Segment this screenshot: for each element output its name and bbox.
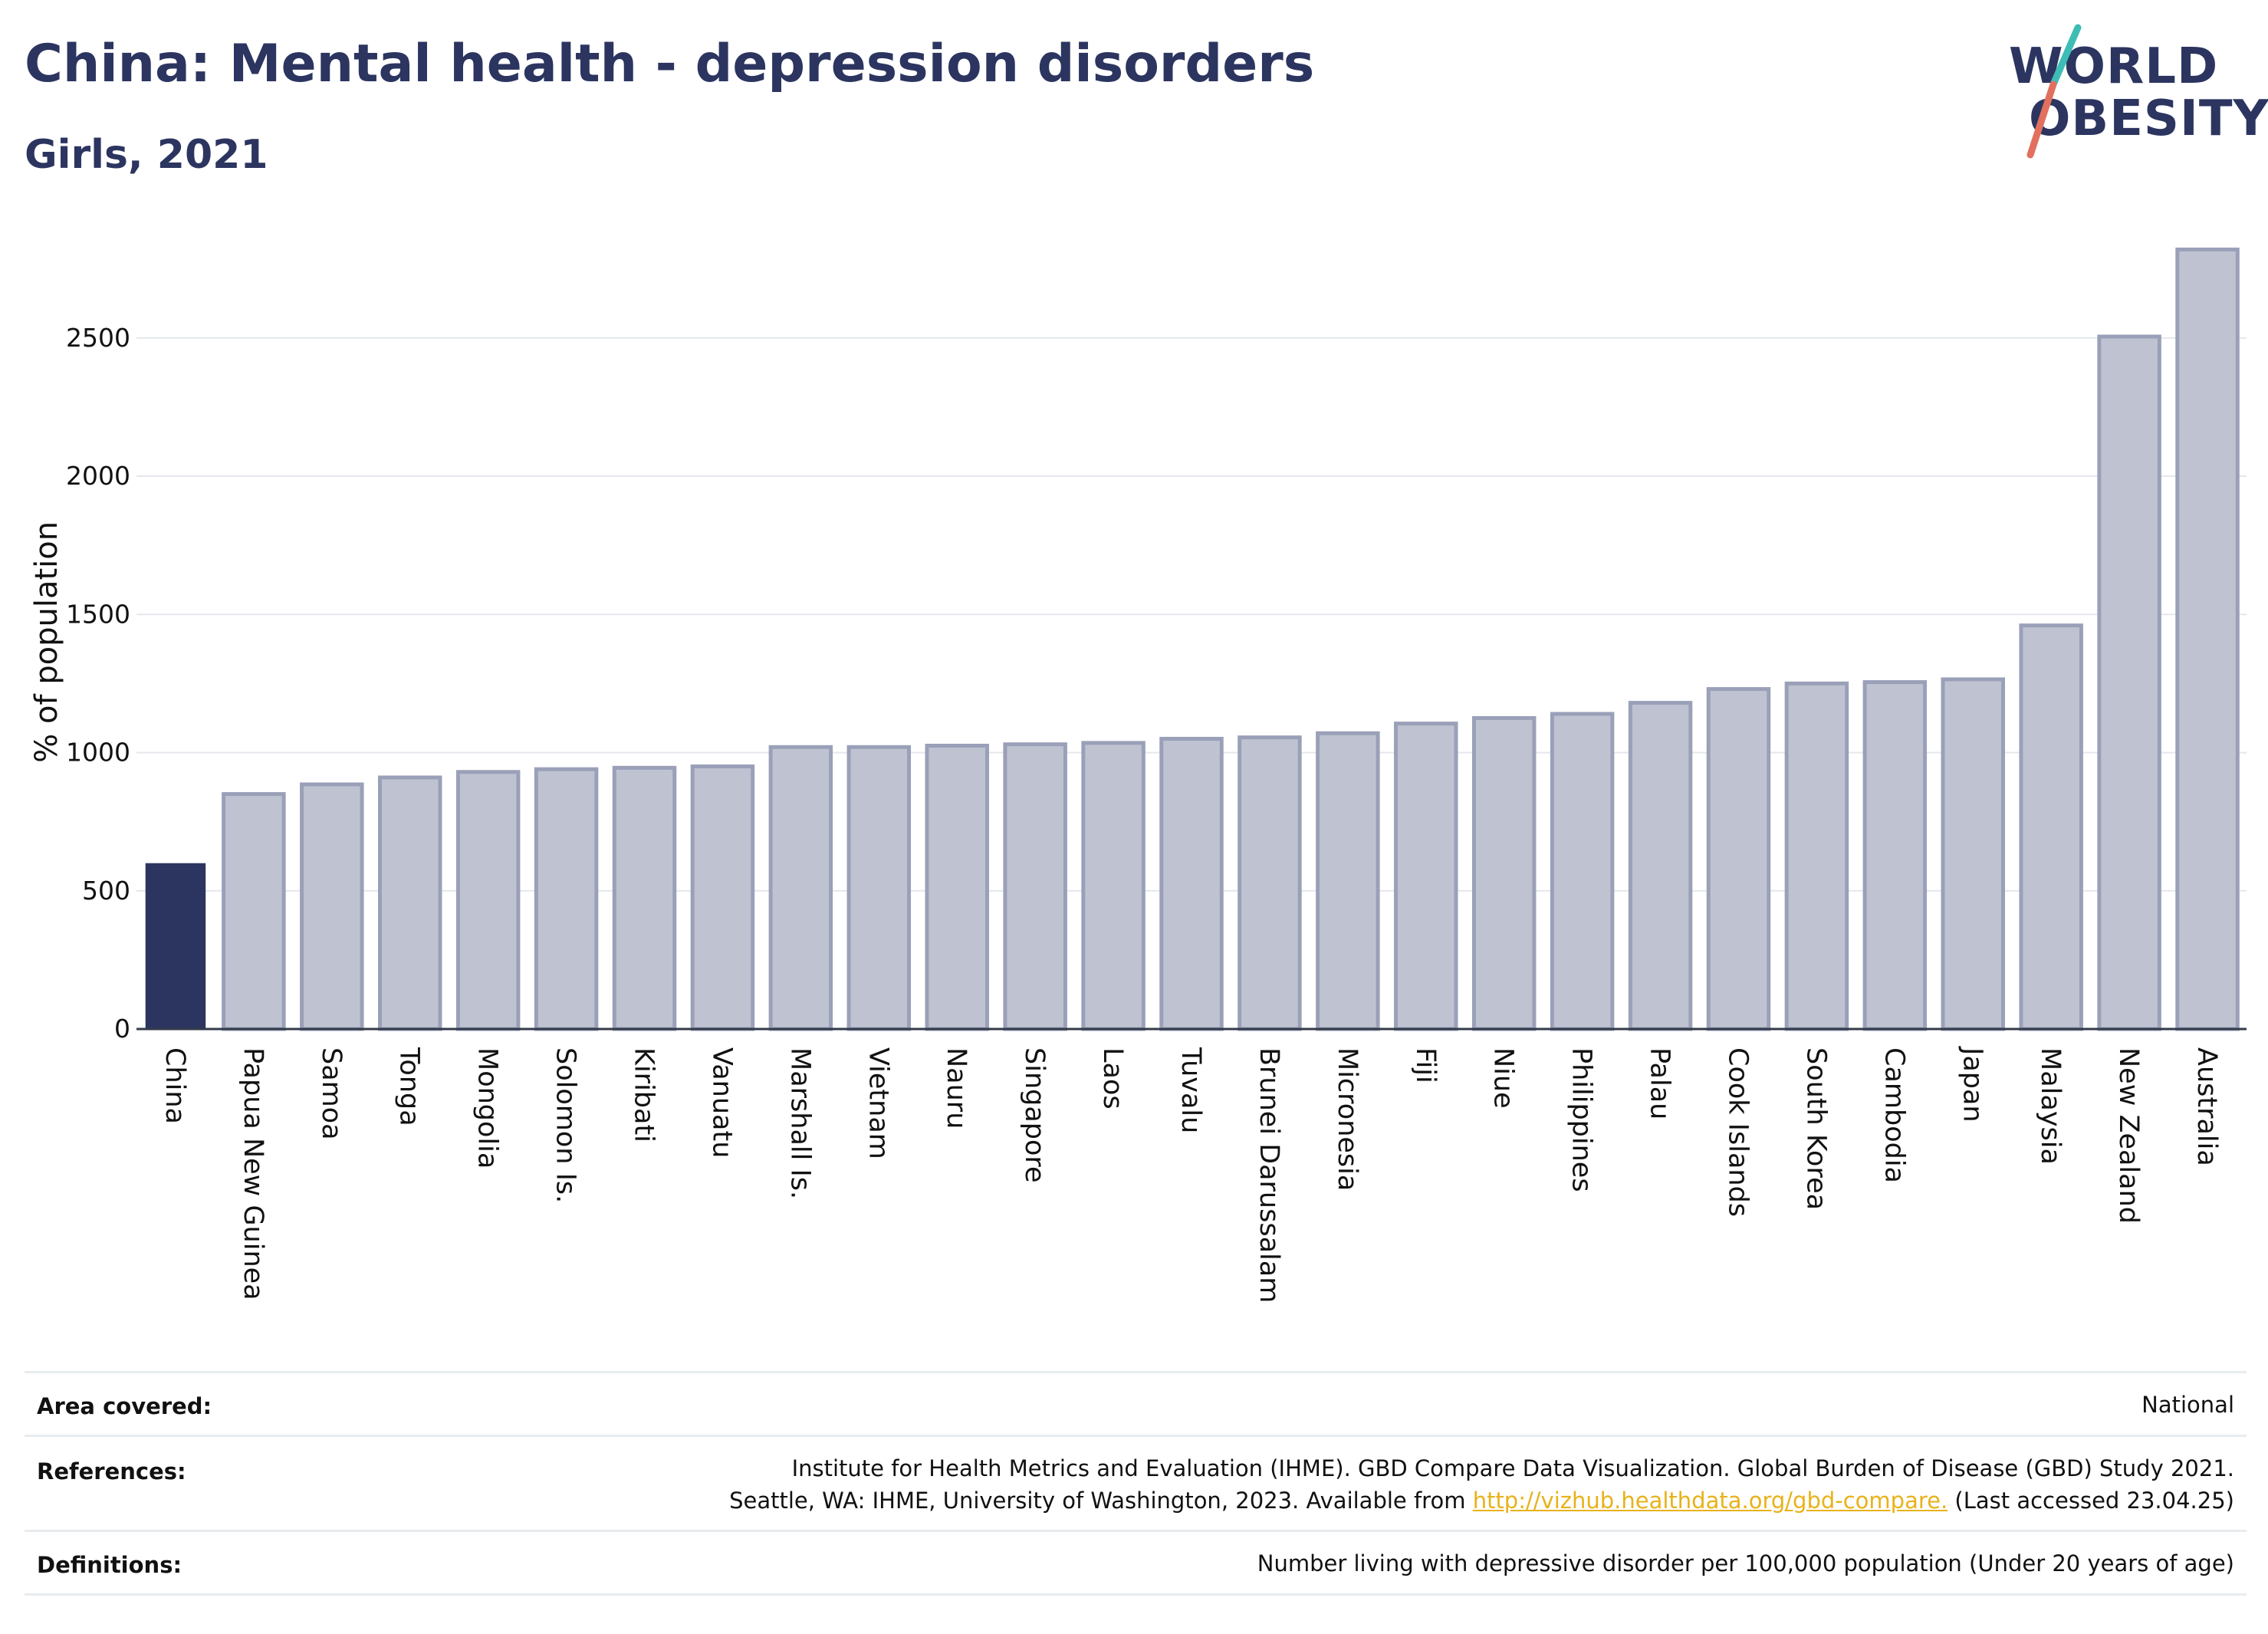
bar: [1394, 722, 1458, 1031]
definitions-row: Definitions: Number living with depressi…: [25, 1530, 2247, 1596]
bar: [2019, 623, 2083, 1031]
x-tick-label: New Zealand: [2113, 1047, 2144, 1224]
x-tick-label: Samoa: [316, 1047, 347, 1140]
references-row: References: Institute for Health Metrics…: [25, 1435, 2247, 1532]
references-label: References:: [37, 1458, 186, 1484]
x-tick-label: Vanuatu: [706, 1047, 737, 1158]
x-tick-label: Mongolia: [472, 1047, 503, 1169]
bar: [534, 767, 599, 1031]
bar: [1471, 715, 1537, 1031]
chart-subtitle: Girls, 2021: [25, 132, 268, 178]
references-line-2-text: Seattle, WA: IHME, University of Washing…: [729, 1488, 1473, 1514]
x-tick-label: China: [159, 1047, 190, 1124]
x-tick-label: Malaysia: [2035, 1047, 2066, 1165]
x-tick-label: Brunei Darussalam: [1254, 1047, 1284, 1303]
x-tick-label: Japan: [1957, 1046, 1987, 1123]
logo-word-world: WORLD: [2009, 38, 2219, 95]
definitions-label: Definitions:: [37, 1552, 182, 1578]
x-tick-label: Micronesia: [1332, 1047, 1362, 1191]
y-tick-label: 1000: [66, 738, 130, 768]
bar: [1316, 731, 1380, 1031]
references-line-2: Seattle, WA: IHME, University of Washing…: [729, 1484, 2234, 1517]
bar: [455, 770, 521, 1031]
x-tick-label: Tonga: [394, 1047, 425, 1126]
bar-chart: 0 500 1000 1500 2000 2500 China Papua New Guine…: [29, 247, 2247, 1303]
bar: [1706, 687, 1771, 1031]
y-tick-label: 0: [114, 1014, 130, 1044]
references-link[interactable]: http://vizhub.healthdata.org/gbd-compare…: [1472, 1488, 1948, 1514]
bar: [1941, 677, 2006, 1031]
references-line-2-suffix: (Last accessed 23.04.25): [1948, 1488, 2234, 1514]
world-obesity-logo: WORLD OBESITY: [2001, 23, 2268, 161]
x-tick-label: Palau: [1645, 1047, 1675, 1119]
area-covered-row: Area covered: National: [25, 1371, 2247, 1437]
x-tick-label: Niue: [1488, 1047, 1519, 1109]
x-tick-label: Philippines: [1566, 1047, 1597, 1192]
x-tick-label: Marshall Is.: [784, 1047, 815, 1199]
bar: [690, 764, 755, 1031]
x-tick-label: Australia: [2191, 1047, 2222, 1166]
references-line-1: Institute for Health Metrics and Evaluat…: [791, 1455, 2234, 1481]
bar: [612, 765, 677, 1031]
x-tick-label: Fiji: [1410, 1047, 1441, 1083]
x-tick-label: Laos: [1097, 1047, 1128, 1110]
area-covered-value: National: [2141, 1392, 2234, 1418]
y-tick-label: 2500: [66, 323, 130, 353]
area-covered-label: Area covered:: [37, 1393, 212, 1419]
y-tick-label: 2000: [66, 461, 130, 491]
bar: [222, 792, 286, 1031]
x-tick-label: Papua New Guinea: [238, 1047, 268, 1300]
bar: [145, 863, 206, 1029]
bar: [846, 745, 912, 1031]
bar: [377, 775, 442, 1031]
x-tick-label: Vietnam: [863, 1047, 893, 1159]
bar: [1784, 681, 1849, 1031]
references-value: Institute for Health Metrics and Evaluat…: [729, 1452, 2234, 1517]
bar: [300, 782, 364, 1031]
bar: [1081, 741, 1146, 1031]
metadata-bottom-border: [25, 1593, 2247, 1596]
logo-word-obesity: OBESITY: [2029, 90, 2268, 147]
x-tick-label: Cook Islands: [1722, 1047, 1753, 1217]
bar: [1238, 735, 1302, 1031]
bar: [1862, 680, 1928, 1031]
x-tick-label: Solomon Is.: [551, 1047, 581, 1203]
x-tick-label: Cambodia: [1878, 1047, 1909, 1183]
bar: [925, 743, 989, 1031]
bar: [1550, 712, 1615, 1031]
bar: [1003, 742, 1067, 1031]
chart-title: China: Mental health - depression disord…: [25, 34, 1315, 94]
bar: [768, 745, 833, 1031]
x-tick-label: Tuvalu: [1175, 1047, 1206, 1133]
logo-slash-icon: [2026, 24, 2082, 159]
y-tick-label: 1500: [66, 599, 130, 629]
y-tick-label: 500: [82, 876, 130, 906]
definitions-value: Number living with depressive disorder p…: [1257, 1550, 2234, 1576]
bar: [1628, 701, 1693, 1031]
bar: [1159, 736, 1224, 1031]
bar: [2097, 334, 2161, 1031]
y-axis-label: % of population: [29, 521, 64, 763]
bar: [2175, 247, 2240, 1031]
x-tick-label: Nauru: [941, 1047, 971, 1129]
x-tick-label: South Korea: [1800, 1047, 1831, 1210]
x-tick-label: Kiribati: [629, 1047, 659, 1142]
x-tick-label: Singapore: [1019, 1047, 1050, 1183]
